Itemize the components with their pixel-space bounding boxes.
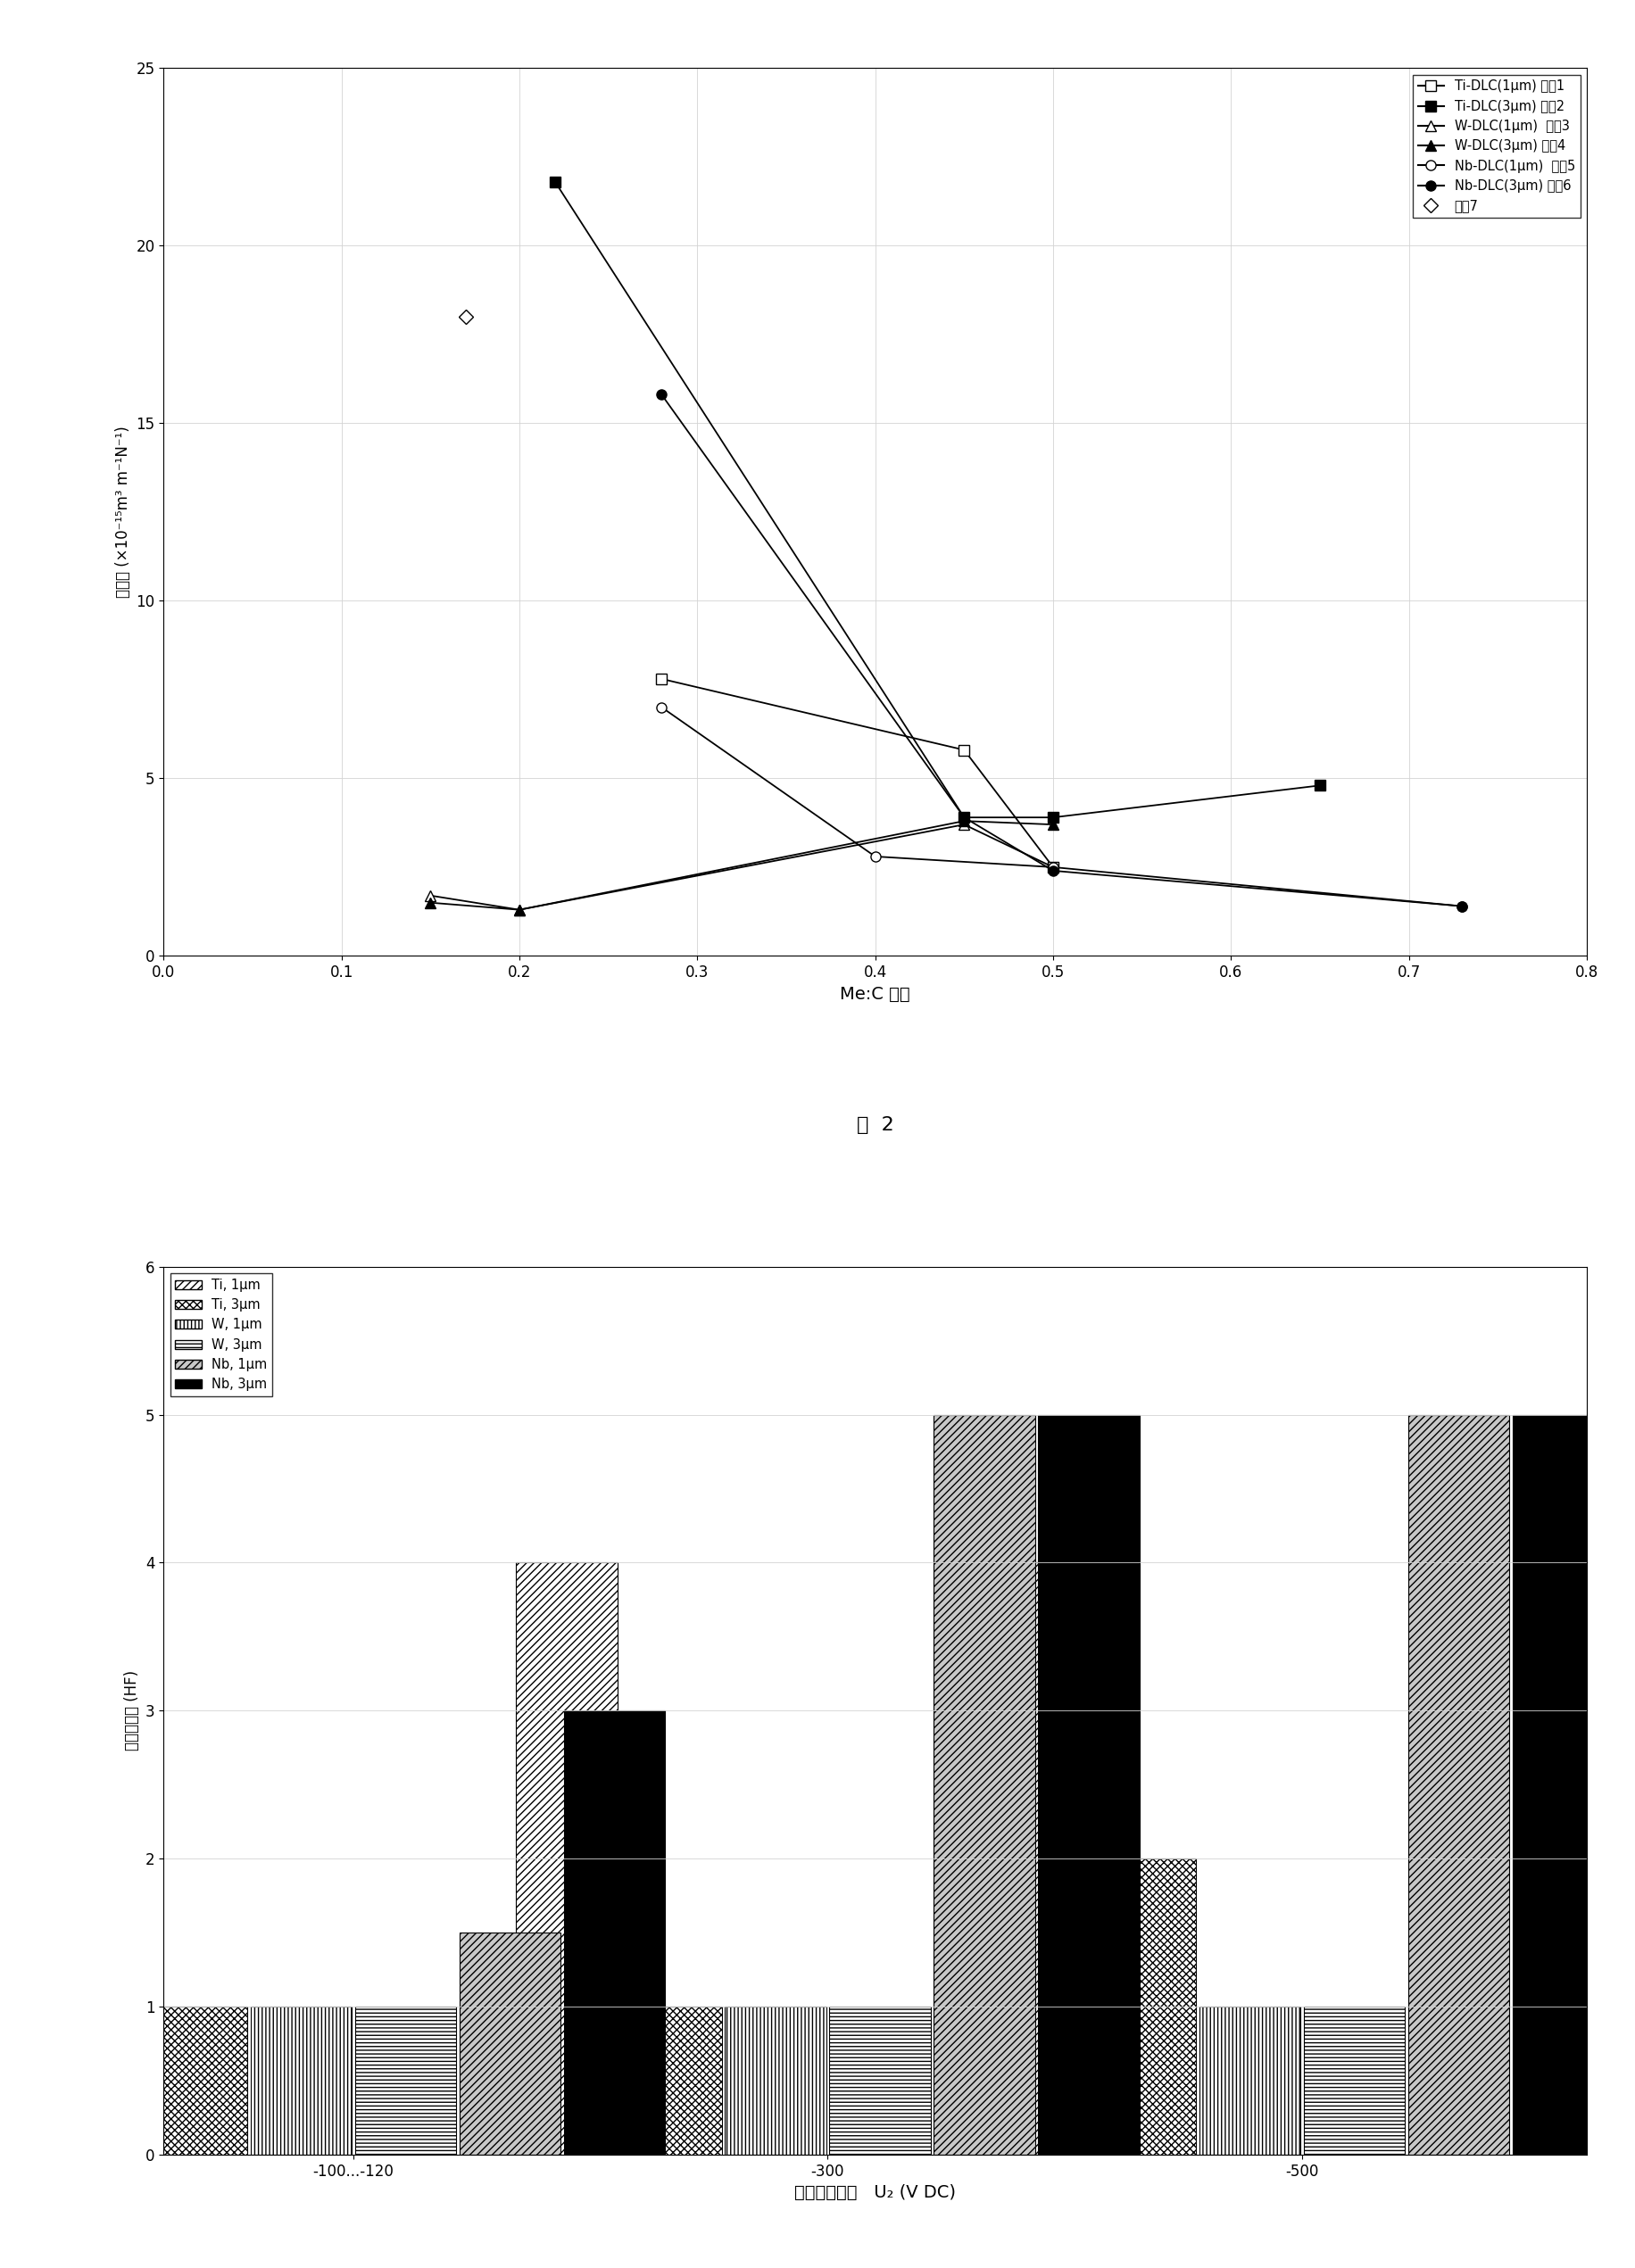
Bar — [517, 1563, 616, 2155]
Bar — [991, 1563, 1091, 2155]
Text: 图  2: 图 2 — [857, 1116, 893, 1134]
Bar — [1303, 2007, 1404, 2155]
Bar — [724, 2007, 826, 2155]
Y-axis label: 附着力等级 (HF): 附着力等级 (HF) — [124, 1672, 141, 1751]
Bar — [1408, 1415, 1509, 2155]
Bar — [43, 2007, 142, 2155]
X-axis label: Me:C 比值: Me:C 比值 — [840, 987, 909, 1002]
Bar — [250, 2007, 352, 2155]
Bar — [1038, 1415, 1138, 2155]
Bar — [146, 2007, 247, 2155]
Bar — [355, 2007, 456, 2155]
Legend: Ti-DLC(1μm) 试杷1, Ti-DLC(3μm) 试杷2, W-DLC(1μm)  试杷3, W-DLC(3μm) 试杷4, Nb-DLC(1μm)  : Ti-DLC(1μm) 试杷1, Ti-DLC(3μm) 试杷2, W-DLC(… — [1413, 75, 1579, 218]
Legend: Ti, 1μm, Ti, 3μm, W, 1μm, W, 3μm, Nb, 1μm, Nb, 3μm: Ti, 1μm, Ti, 3μm, W, 1μm, W, 3μm, Nb, 1μ… — [170, 1272, 273, 1397]
X-axis label: 基体偏压电位   U₂ (V DC): 基体偏压电位 U₂ (V DC) — [795, 2184, 955, 2202]
Bar — [564, 1710, 664, 2155]
Bar — [934, 1415, 1035, 2155]
Bar — [1198, 2007, 1300, 2155]
Bar — [459, 1932, 561, 2155]
Y-axis label: 磨损率 (×10⁻¹⁵m³ m⁻¹N⁻¹): 磨损率 (×10⁻¹⁵m³ m⁻¹N⁻¹) — [114, 426, 131, 599]
Bar — [620, 2007, 721, 2155]
Bar — [829, 2007, 930, 2155]
Bar — [1094, 1860, 1195, 2155]
Bar — [1512, 1415, 1612, 2155]
